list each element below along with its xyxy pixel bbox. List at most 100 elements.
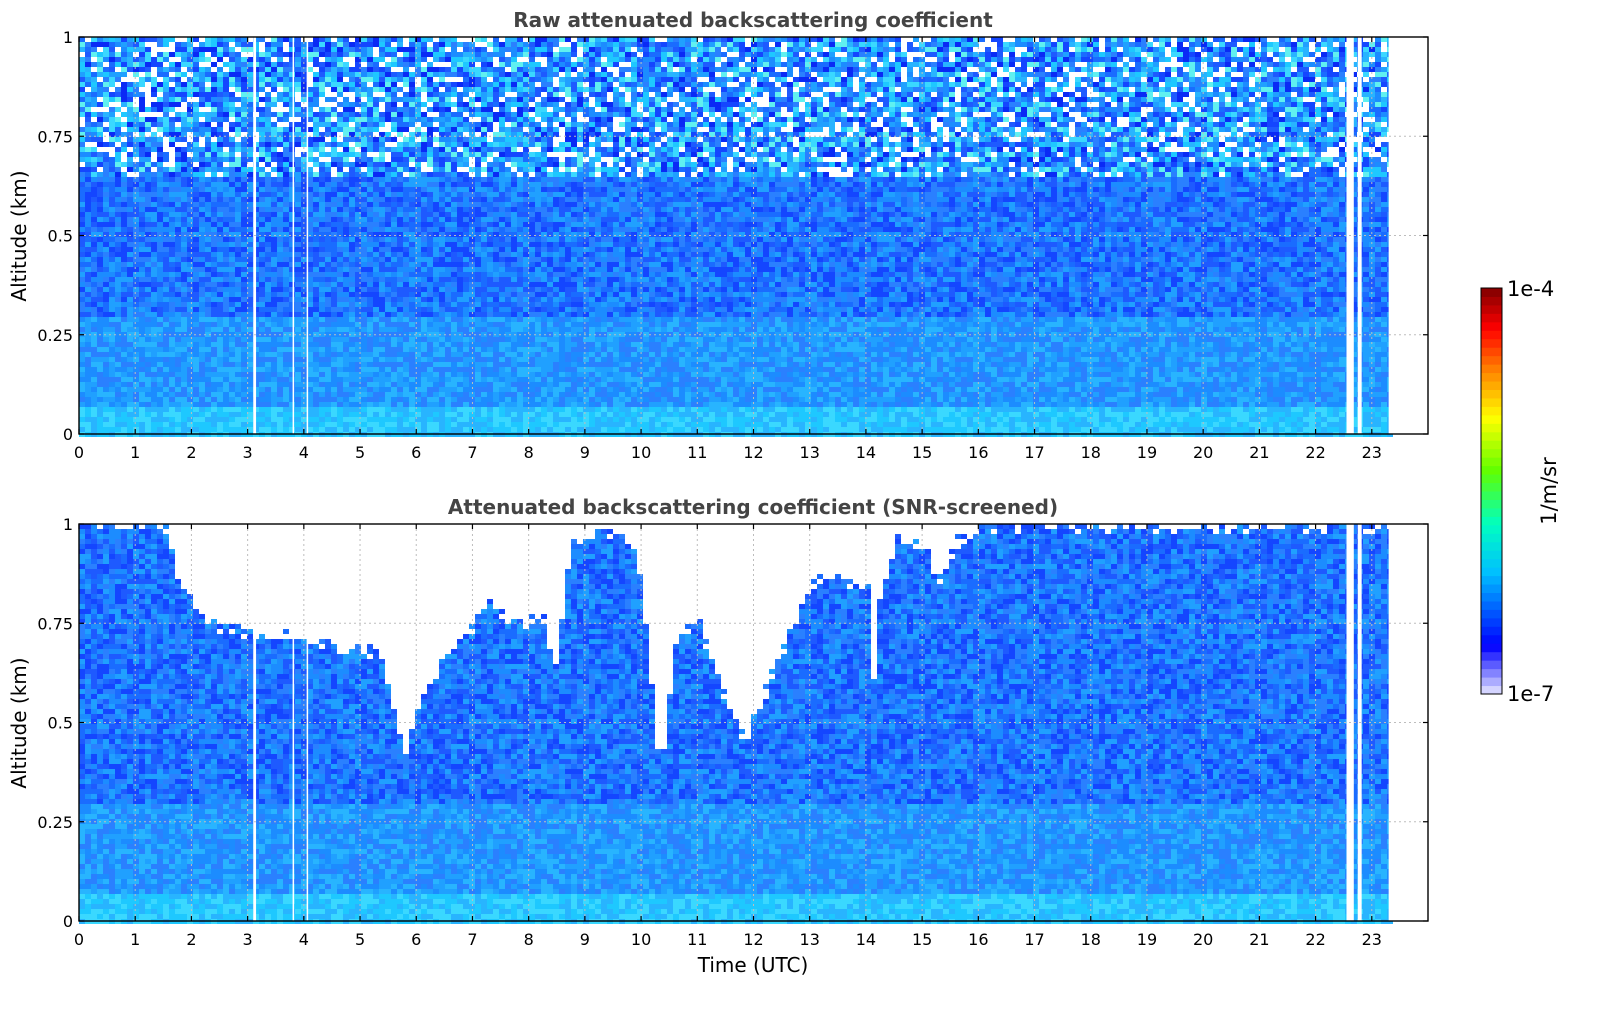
heatmap-cell xyxy=(427,232,433,237)
heatmap-cell xyxy=(415,267,421,272)
heatmap-cell xyxy=(139,132,145,137)
heatmap-cell xyxy=(175,392,181,397)
heatmap-cell xyxy=(307,307,313,312)
heatmap-cell xyxy=(307,352,313,357)
heatmap-cell xyxy=(319,382,325,387)
heatmap-cell xyxy=(295,147,301,152)
heatmap-cell xyxy=(445,82,451,87)
heatmap-cell xyxy=(385,237,391,242)
heatmap-cell xyxy=(91,52,97,57)
heatmap-cell xyxy=(331,167,337,172)
heatmap-cell xyxy=(307,92,313,97)
heatmap-cell xyxy=(211,327,217,332)
heatmap-cell xyxy=(277,302,283,307)
heatmap-cell xyxy=(181,427,187,432)
heatmap-cell xyxy=(157,187,163,192)
heatmap-cell xyxy=(391,212,397,217)
heatmap-cell xyxy=(175,362,181,367)
heatmap-cell xyxy=(211,352,217,357)
heatmap-cell xyxy=(445,87,451,92)
heatmap-cell xyxy=(385,97,391,102)
heatmap-cell xyxy=(325,177,331,182)
heatmap-cell xyxy=(361,222,367,227)
heatmap-cell xyxy=(397,47,403,52)
heatmap-cell xyxy=(415,102,421,107)
heatmap-cell xyxy=(283,357,289,362)
heatmap-cell xyxy=(427,412,433,417)
heatmap-cell xyxy=(79,177,85,182)
heatmap-cell xyxy=(205,212,211,217)
heatmap-cell xyxy=(433,407,439,412)
heatmap-cell xyxy=(175,187,181,192)
heatmap-cell xyxy=(433,172,439,177)
heatmap-cell xyxy=(367,222,373,227)
heatmap-cell xyxy=(181,277,187,282)
heatmap-cell xyxy=(193,127,199,132)
heatmap-cell xyxy=(319,207,325,212)
heatmap-cell xyxy=(265,397,271,402)
heatmap-cell xyxy=(91,137,97,142)
heatmap-cell xyxy=(91,132,97,137)
heatmap-cell xyxy=(133,67,139,72)
heatmap-cell xyxy=(145,177,151,182)
heatmap-cell xyxy=(307,157,313,162)
heatmap-cell xyxy=(295,247,301,252)
heatmap-cell xyxy=(433,312,439,317)
heatmap-cell xyxy=(379,342,385,347)
heatmap-cell xyxy=(295,277,301,282)
heatmap-area[interactable]: 0 1 2 3 4 5 6 7 8 9 10 11 12 13 14 15 16 17 18 19 20 21 22 2300… xyxy=(37,28,1429,462)
heatmap-cell xyxy=(127,362,133,367)
heatmap-cell xyxy=(439,207,445,212)
heatmap-cell xyxy=(115,122,121,127)
heatmap-cell xyxy=(211,222,217,227)
heatmap-cell xyxy=(439,407,445,412)
heatmap-cell xyxy=(409,337,415,342)
heatmap-cell xyxy=(205,187,211,192)
heatmap-cell xyxy=(271,232,277,237)
heatmap-cell xyxy=(307,182,313,187)
heatmap-cell xyxy=(79,182,85,187)
heatmap-cell xyxy=(385,47,391,52)
heatmap-cell xyxy=(205,97,211,102)
heatmap-cell xyxy=(427,237,433,242)
heatmap-cell xyxy=(271,417,277,422)
heatmap-cell xyxy=(241,57,247,62)
heatmap-cell xyxy=(445,182,451,187)
heatmap-cell xyxy=(133,112,139,117)
heatmap-cell xyxy=(187,97,193,102)
heatmap-cell xyxy=(421,352,427,357)
heatmap-cell xyxy=(241,192,247,197)
heatmap-cell xyxy=(247,352,253,357)
heatmap-cell xyxy=(241,72,247,77)
heatmap-cell xyxy=(145,197,151,202)
heatmap-cell xyxy=(139,217,145,222)
heatmap-cell xyxy=(103,372,109,377)
heatmap-cell xyxy=(91,277,97,282)
heatmap-cell xyxy=(115,42,121,47)
heatmap-cell xyxy=(169,72,175,77)
heatmap-cell xyxy=(301,272,307,277)
heatmap-cell xyxy=(97,422,103,427)
heatmap-cell xyxy=(163,182,169,187)
heatmap-cell xyxy=(85,182,91,187)
heatmap-cell xyxy=(217,202,223,207)
heatmap-cell xyxy=(199,47,205,52)
heatmap-cell xyxy=(361,382,367,387)
heatmap-cell xyxy=(277,357,283,362)
heatmap-cell xyxy=(403,47,409,52)
heatmap-cell xyxy=(139,302,145,307)
heatmap-cell xyxy=(319,322,325,327)
heatmap-cell xyxy=(151,52,157,57)
heatmap-cell xyxy=(265,77,271,82)
heatmap-cell xyxy=(319,312,325,317)
heatmap-cell xyxy=(223,147,229,152)
heatmap-cell xyxy=(277,142,283,147)
heatmap-cell xyxy=(181,77,187,82)
heatmap-cell xyxy=(145,127,151,132)
heatmap-cell xyxy=(241,232,247,237)
heatmap-cell xyxy=(367,317,373,322)
heatmap-cell xyxy=(211,77,217,82)
heatmap-cell xyxy=(343,357,349,362)
heatmap-cell xyxy=(289,377,295,382)
heatmap-cell xyxy=(115,187,121,192)
